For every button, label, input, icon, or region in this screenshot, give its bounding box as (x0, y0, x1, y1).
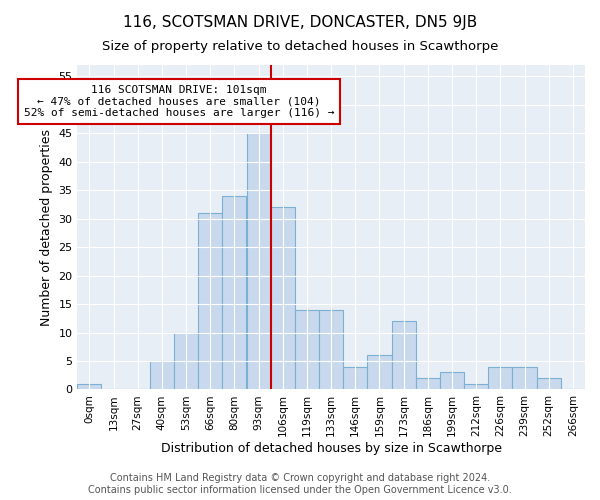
Bar (198, 213, 223, 390)
Bar (440, 372, 464, 390)
Bar (223, 196, 247, 390)
Y-axis label: Number of detached properties: Number of detached properties (40, 128, 53, 326)
Bar (512, 366, 536, 390)
Bar (464, 384, 488, 390)
Text: 116, SCOTSMAN DRIVE, DONCASTER, DN5 9JB: 116, SCOTSMAN DRIVE, DONCASTER, DN5 9JB (123, 15, 477, 30)
Text: Contains HM Land Registry data © Crown copyright and database right 2024.
Contai: Contains HM Land Registry data © Crown c… (88, 474, 512, 495)
Bar (247, 134, 271, 390)
Bar (319, 310, 343, 390)
Bar (150, 361, 174, 390)
Bar (392, 321, 416, 390)
Bar (343, 366, 367, 390)
Bar (271, 208, 295, 390)
Bar (536, 378, 561, 390)
Bar (77, 384, 101, 390)
Bar (174, 332, 198, 390)
Bar (488, 366, 512, 390)
Text: Size of property relative to detached houses in Scawthorpe: Size of property relative to detached ho… (102, 40, 498, 53)
Bar (416, 378, 440, 390)
Text: 116 SCOTSMAN DRIVE: 101sqm
← 47% of detached houses are smaller (104)
52% of sem: 116 SCOTSMAN DRIVE: 101sqm ← 47% of deta… (23, 85, 334, 118)
X-axis label: Distribution of detached houses by size in Scawthorpe: Distribution of detached houses by size … (161, 442, 502, 455)
Bar (367, 356, 392, 390)
Bar (295, 310, 319, 390)
